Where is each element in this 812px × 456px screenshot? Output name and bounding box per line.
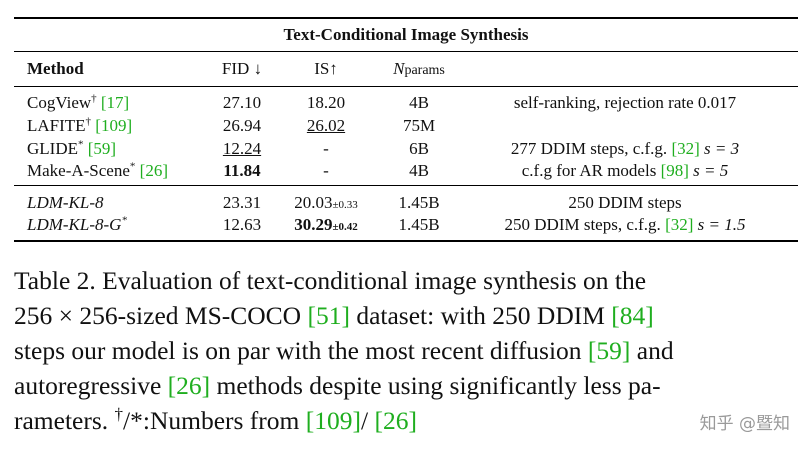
- header-fid: FID ↓: [221, 59, 263, 78]
- comment-text: c.f.g for AR models: [521, 161, 661, 180]
- citation-link[interactable]: [109]: [95, 116, 133, 135]
- nparams-value: 6B: [409, 139, 429, 158]
- method-name: LAFITE: [27, 116, 86, 135]
- nparams-value: 1.45B: [398, 215, 440, 234]
- citation-link[interactable]: [109]: [305, 406, 361, 435]
- header-nparams-n: N: [393, 59, 405, 78]
- nparams-value: 4B: [409, 93, 429, 112]
- caption-text: /: [361, 406, 375, 435]
- comment-param: s = 3: [699, 139, 740, 158]
- caption-text: and: [630, 336, 674, 365]
- header-is: IS↑: [314, 59, 338, 78]
- caption-line: Table 2. Evaluation of text-conditional …: [14, 263, 774, 298]
- caption-text: methods despite using significantly less…: [210, 371, 661, 400]
- citation-link[interactable]: [32]: [665, 215, 694, 234]
- table-row-method: GLIDE* [59]: [27, 138, 116, 160]
- table-caption: Table 2. Evaluation of text-conditional …: [14, 263, 774, 438]
- table-row-method: Make-A-Scene* [26]: [27, 160, 168, 182]
- is-mean: 20.03: [294, 193, 333, 212]
- header-nparams: Nparams: [384, 58, 454, 82]
- method-name: LDM-KL-8: [27, 193, 104, 212]
- nparams-value: 4B: [409, 161, 429, 180]
- table-row-method: CogView† [17]: [27, 92, 129, 114]
- method-name: LDM-KL-8-G: [27, 215, 122, 234]
- method-mark: *: [129, 160, 136, 173]
- fid-value: 12.24: [222, 139, 262, 158]
- is-value: 26.02: [306, 116, 346, 135]
- citation-link[interactable]: [26]: [139, 161, 168, 180]
- comment-value: 277 DDIM steps, c.f.g. [32] s = 3: [480, 138, 770, 160]
- comment-text: 277 DDIM steps, c.f.g.: [510, 139, 672, 158]
- citation-link[interactable]: [17]: [100, 93, 130, 112]
- table-top-rule: [14, 17, 798, 19]
- is-value: 30.29±0.42: [282, 214, 370, 238]
- fid-value: 27.10: [222, 93, 262, 112]
- citation-link[interactable]: [84]: [611, 301, 654, 330]
- caption-text: dataset: with 250 DDIM: [349, 301, 612, 330]
- citation-link[interactable]: [98]: [660, 161, 689, 180]
- is-value: -: [323, 139, 329, 158]
- method-name: Make-A-Scene: [27, 161, 130, 180]
- header-rule: [14, 86, 798, 87]
- comment-param: s = 5: [688, 161, 729, 180]
- caption-text: Table 2. Evaluation of text-conditional …: [14, 266, 647, 295]
- citation-link[interactable]: [26]: [167, 371, 211, 400]
- caption-line: steps our model is on par with the most …: [14, 333, 774, 368]
- method-name: CogView: [27, 93, 92, 112]
- is-value: 18.20: [306, 93, 346, 112]
- fid-value: 26.94: [222, 116, 262, 135]
- is-mean: 30.29: [294, 215, 333, 234]
- fid-value: 23.31: [222, 193, 262, 212]
- method-mark: †: [91, 92, 97, 105]
- comment-text: 250 DDIM steps, c.f.g.: [504, 215, 666, 234]
- caption-mark: †: [114, 404, 124, 424]
- nparams-value: 75M: [402, 116, 436, 135]
- header-nparams-sub: params: [404, 63, 445, 78]
- fid-value: 12.63: [222, 215, 262, 234]
- table-row-method: LAFITE† [109]: [27, 115, 132, 137]
- nparams-value: 1.45B: [398, 193, 440, 212]
- fid-value: 11.84: [223, 161, 261, 180]
- citation-link[interactable]: [59]: [87, 139, 117, 158]
- table-row-method: LDM-KL-8-G*: [27, 214, 127, 236]
- citation-link[interactable]: [59]: [587, 336, 631, 365]
- comment-param: s = 1.5: [693, 215, 746, 234]
- table-bottom-rule: [14, 240, 798, 242]
- is-std: ±0.42: [332, 221, 358, 233]
- caption-text: rameters.: [14, 406, 115, 435]
- caption-line: rameters. †/*:Numbers from [109]/ [26]: [14, 403, 774, 438]
- method-name: GLIDE: [27, 139, 78, 158]
- citation-link[interactable]: [51]: [307, 301, 350, 330]
- comment-value: 250 DDIM steps: [568, 193, 682, 212]
- citation-link[interactable]: [32]: [671, 139, 700, 158]
- comment-value: c.f.g for AR models [98] s = 5: [480, 160, 770, 182]
- is-std: ±0.33: [332, 199, 358, 211]
- caption-text: 256 × 256-sized MS-COCO: [14, 301, 308, 330]
- caption-line: autoregressive [26] methods despite usin…: [14, 368, 774, 403]
- method-mark: *: [121, 214, 127, 227]
- caption-text: /*:Numbers from: [123, 406, 306, 435]
- comment-value: 250 DDIM steps, c.f.g. [32] s = 1.5: [480, 214, 770, 236]
- comment-value: self-ranking, rejection rate 0.017: [513, 93, 737, 112]
- caption-text: steps our model is on par with the most …: [14, 336, 588, 365]
- method-mark: †: [85, 115, 92, 128]
- method-mark: *: [77, 138, 84, 151]
- group-rule: [14, 185, 798, 186]
- watermark-text: 知乎 @暨知: [699, 414, 790, 434]
- is-value: 20.03±0.33: [282, 192, 370, 216]
- citation-link[interactable]: [26]: [374, 406, 417, 435]
- caption-line: 256 × 256-sized MS-COCO [51] dataset: wi…: [14, 298, 774, 333]
- title-rule: [14, 51, 798, 52]
- is-value: -: [323, 161, 329, 180]
- header-method: Method: [27, 59, 84, 78]
- table-title: Text-Conditional Image Synthesis: [283, 25, 529, 44]
- caption-text: autoregressive: [14, 371, 168, 400]
